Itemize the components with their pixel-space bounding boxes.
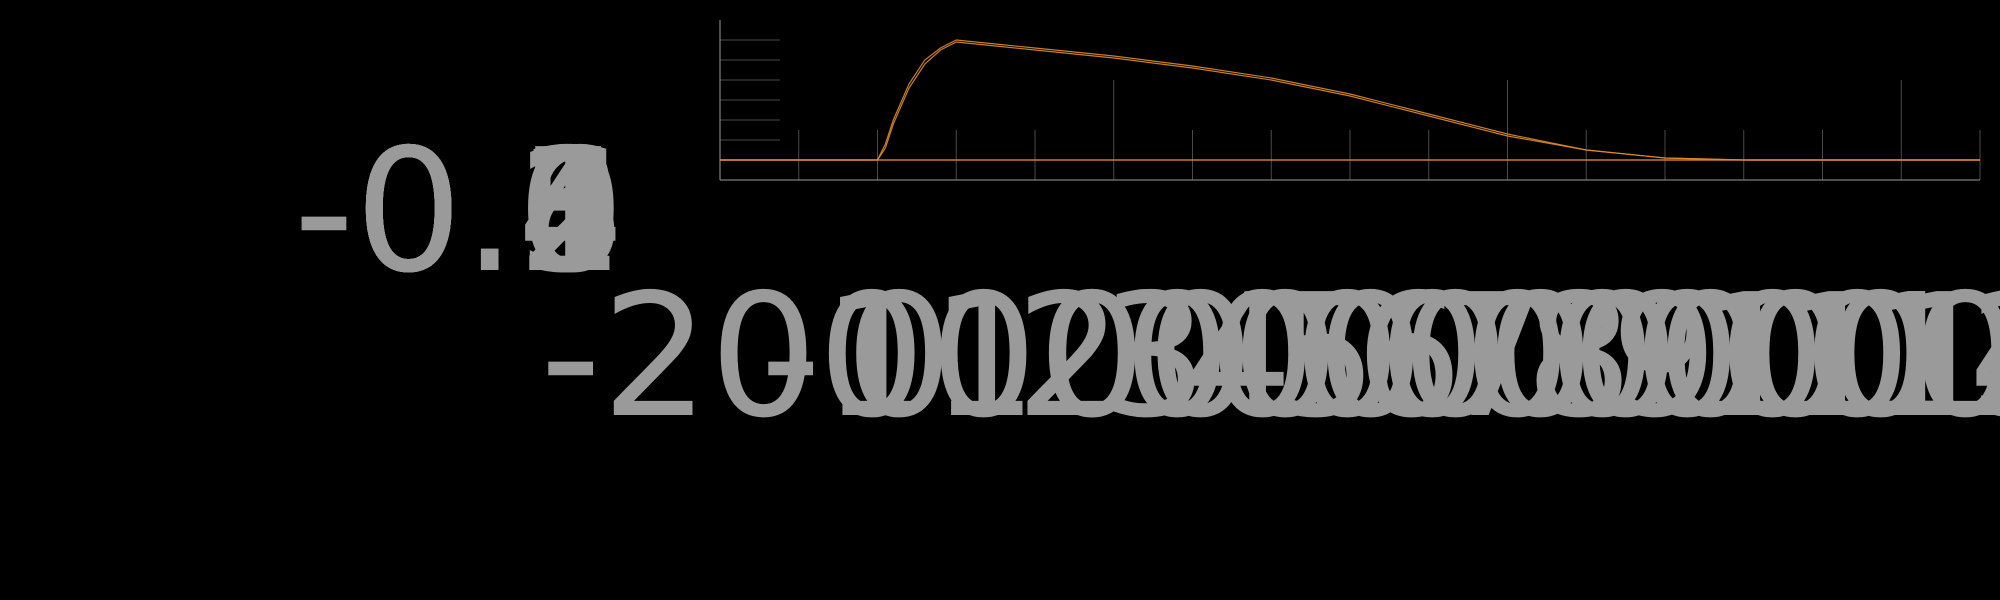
series-line-2 [720, 41, 1980, 161]
x-tick-label: 1300 [1860, 258, 2000, 456]
x-tick-label: -200 [540, 258, 926, 456]
x-tick-label: 1100 [1780, 258, 2000, 456]
x-tick-label: 900 [1610, 258, 1934, 456]
x-tick-label: 600 [1355, 258, 1679, 456]
y-tick-label: 0.6 [355, 113, 625, 311]
grid [719, 39, 1981, 181]
x-tick-label: 400 [1185, 258, 1509, 456]
y-tick-label: 0.3 [355, 113, 625, 311]
y-tick-label: 0.5 [355, 113, 625, 311]
x-tick-label: -100 [760, 258, 1146, 456]
y-tick-label: 0.4 [355, 113, 625, 311]
y-tick-labels: 00.10.20.30.40.50.6-0.1 [293, 113, 625, 311]
y-tick-label: 0 [517, 113, 625, 311]
x-tick-label: 0 [845, 258, 953, 456]
y-tick-label: -0.1 [293, 113, 625, 311]
x-tick-label: 800 [1525, 258, 1849, 456]
x-tick-label: 300 [1100, 258, 1424, 456]
series-lines [720, 39, 1980, 161]
y-tick-label: 0.2 [355, 113, 625, 311]
x-tick-label: 700 [1440, 258, 1764, 456]
x-tick-label: 200 [1015, 258, 1339, 456]
x-tick-label: 100 [930, 258, 1254, 456]
x-tick-label: 500 [1270, 258, 1594, 456]
axes [719, 20, 1980, 181]
x-tick-labels: -200-10001002003004005006007008009001000… [540, 258, 2000, 456]
y-tick-label: 0.1 [355, 113, 625, 311]
x-tick-label: 1200 [1860, 258, 2000, 456]
x-tick-label: 1400 [1860, 258, 2000, 456]
